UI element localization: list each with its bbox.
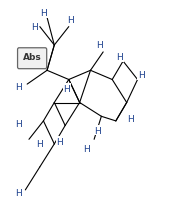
Text: H: H [15,82,22,91]
Text: H: H [36,140,43,149]
Text: H: H [31,23,38,32]
Text: H: H [15,119,22,128]
FancyBboxPatch shape [18,49,47,69]
Text: H: H [56,137,63,146]
Text: H: H [96,41,103,50]
Text: Abs: Abs [23,53,42,62]
Text: H: H [15,188,22,197]
Text: H: H [40,9,47,18]
Text: H: H [64,85,70,94]
Text: H: H [83,144,90,153]
Text: H: H [94,126,101,135]
Text: H: H [67,16,74,25]
Text: H: H [138,71,145,80]
Text: H: H [127,115,134,124]
Text: H: H [116,53,123,62]
